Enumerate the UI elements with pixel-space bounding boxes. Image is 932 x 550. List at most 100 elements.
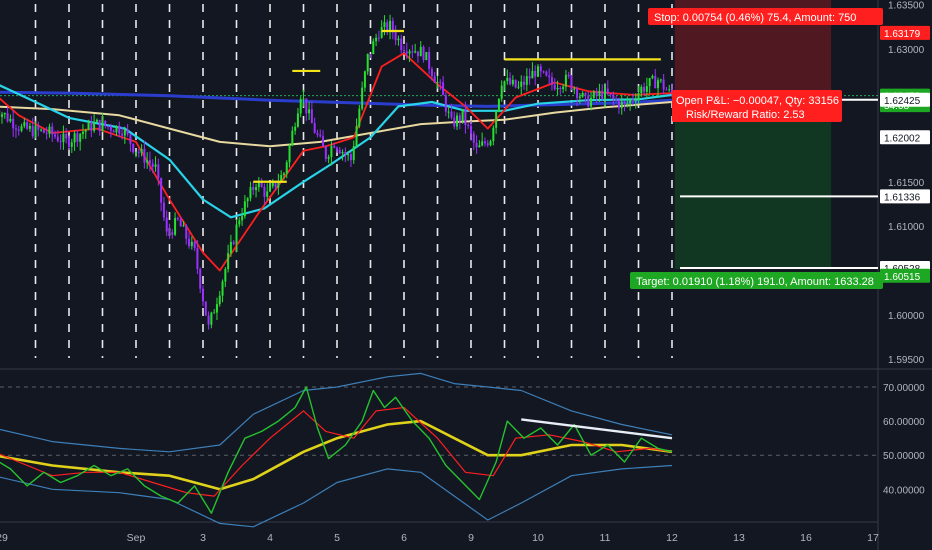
candle-body [408,51,411,54]
candle-body [308,109,311,114]
candle-body [333,145,336,148]
candle-body [520,81,523,87]
candle-body [101,120,104,131]
price-tag-text: 1.63179 [884,29,921,40]
candle-body [227,253,230,270]
candle-body [338,149,341,154]
candle-body [171,232,174,235]
candle-body [196,248,199,269]
candle-body [330,145,333,158]
candle-body [595,91,598,96]
price-tag-line [880,92,930,107]
candle-body [327,157,330,159]
candle-body [213,312,216,314]
time-tick-label: 9 [468,532,474,544]
candle-body [70,142,73,147]
candle-body [478,145,481,148]
candle-body [444,95,447,112]
candle-body [56,136,59,142]
candle-body [260,181,263,187]
candle-body [467,125,470,127]
candle-body [430,68,433,77]
candle-body [573,88,576,90]
stop-label-bg [648,8,883,25]
candle-body [257,181,260,188]
candle-body [14,128,17,130]
candle-body [497,98,500,111]
candle-body [176,218,179,220]
price-tag-line [880,130,930,145]
candle-body [509,77,512,85]
price-tick-label: 1.60000 [888,311,925,322]
candle-body [542,71,545,73]
candle-body [436,81,439,83]
candle-body [564,74,567,87]
candle-body [414,51,417,53]
candle-body [615,98,618,101]
rsi-tick-label: 40.00000 [883,485,925,496]
time-tick-label: 5 [334,532,340,544]
candle-body [503,81,506,86]
candle-body [643,86,646,92]
price-tag-target [880,268,930,283]
candle-body [310,109,313,124]
candle-body [252,187,255,191]
candle-body [271,182,274,187]
candle-body [523,81,526,85]
candle-body [383,22,386,28]
candle-body [269,186,271,192]
candle-body [165,217,168,232]
candle-body [68,138,70,147]
candle-body [422,46,425,61]
band-upper-line [0,372,673,453]
candle-body [349,154,352,161]
candle-body [447,111,450,113]
candle-body [458,115,461,122]
pnl-label-bg [672,90,842,122]
candle-body [285,162,288,174]
candle-body [151,163,154,167]
candle-body [238,220,241,225]
candle-body [394,32,397,41]
price-series [0,14,673,330]
time-tick-label: 17 [867,532,879,544]
candle-body [263,186,266,197]
candle-body [266,191,269,197]
time-tick-label: 29 [0,532,8,544]
candle-body [411,51,414,53]
candle-body [539,66,542,72]
candle-body [157,164,160,179]
candle-body [40,129,43,131]
candle-body [584,92,587,96]
candle-body [500,85,503,99]
candle-body [347,154,350,156]
candle-body [634,100,637,102]
candle-body [84,129,87,132]
candle-body [296,113,299,127]
candle-body [243,201,246,217]
candle-body [450,111,453,118]
target-zone[interactable] [674,95,832,270]
position-labels: Stop: 0.00754 (0.46%) 75.4, Amount: 750 … [630,8,883,289]
rsi-signal-line [0,406,673,497]
candle-body [90,122,93,131]
candle-body [397,38,400,41]
candle-body [204,301,207,316]
candle-body [631,99,634,101]
band-lower-line [0,464,673,528]
divergence-trendline[interactable] [521,418,673,440]
candle-body [352,146,355,161]
candle-body [428,52,431,69]
candle-body [274,182,277,188]
candle-body [623,101,626,104]
price-tick-label: 1.61500 [888,178,925,189]
candle-body [556,87,559,90]
candle-body [369,53,372,55]
candle-body [135,151,137,153]
target-label: Target: 0.01910 (1.18%) 191.0, Amount: 1… [636,276,874,288]
candle-body [109,126,112,131]
rsi-tick-label: 70.00000 [883,383,925,394]
candle-body [416,51,419,57]
